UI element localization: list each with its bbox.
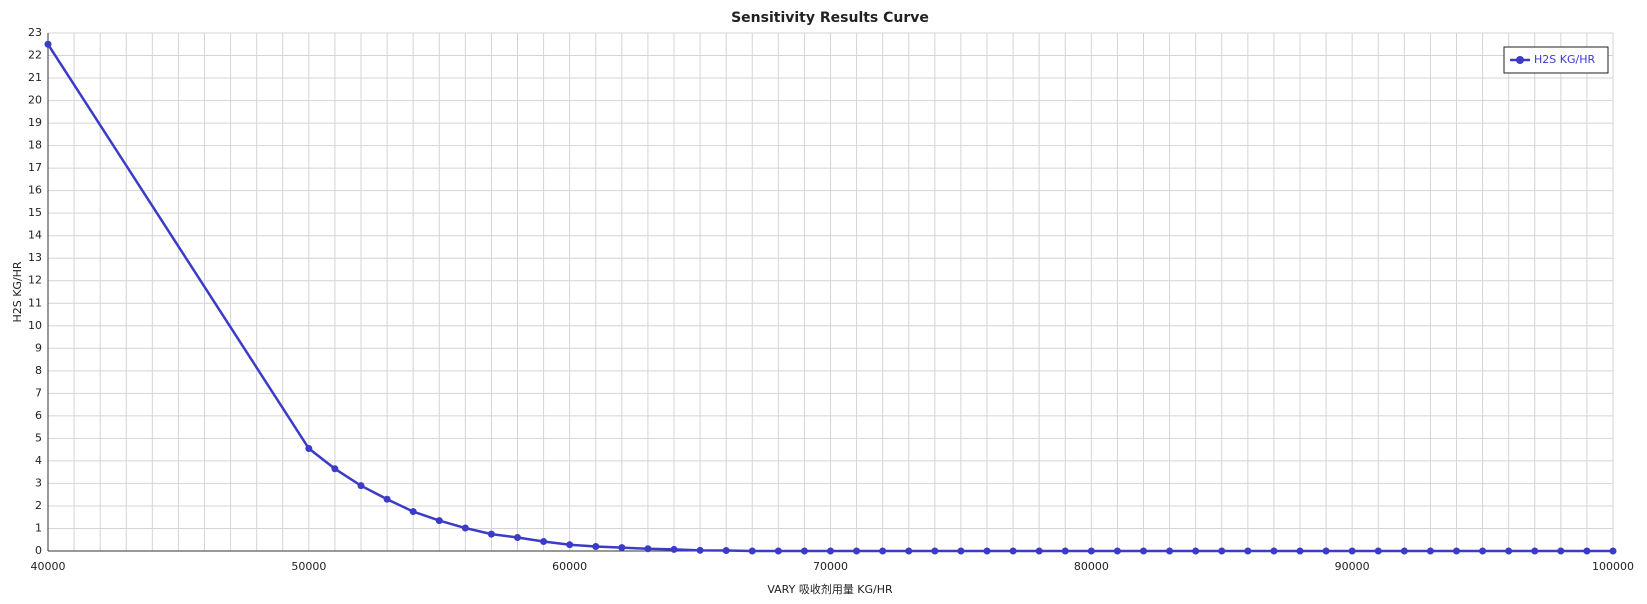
data-point: [487, 530, 495, 538]
data-point: [1583, 547, 1591, 555]
data-point: [1426, 547, 1434, 555]
data-point: [1270, 547, 1278, 555]
data-point: [592, 542, 600, 550]
y-tick-label: 21: [28, 71, 42, 84]
data-point: [800, 547, 808, 555]
y-tick-label: 20: [28, 94, 42, 107]
data-point: [696, 546, 704, 554]
data-point: [1479, 547, 1487, 555]
data-point: [1035, 547, 1043, 555]
x-axis-label: VARY 吸收剂用量 KG/HR: [767, 582, 893, 596]
x-tick-label: 100000: [1592, 560, 1634, 573]
y-tick-label: 19: [28, 116, 42, 129]
legend-box: [1503, 46, 1609, 74]
data-point: [1609, 547, 1617, 555]
y-tick-label: 5: [35, 431, 42, 444]
y-tick-label: 17: [28, 161, 42, 174]
x-tick-label: 40000: [31, 560, 66, 573]
data-point: [827, 547, 834, 555]
data-point: [853, 547, 861, 555]
data-point: [1531, 547, 1539, 555]
x-tick-label: 50000: [291, 560, 326, 573]
legend-label: H2S KG/HR: [1534, 53, 1595, 66]
data-point: [931, 547, 939, 555]
data-point: [1140, 547, 1147, 555]
data-point: [1322, 547, 1330, 555]
data-point: [357, 482, 365, 490]
y-tick-label: 6: [35, 409, 42, 422]
data-point: [722, 547, 730, 555]
data-point: [540, 538, 548, 546]
data-point: [1218, 547, 1226, 555]
x-tick-label: 80000: [1074, 560, 1109, 573]
data-point: [670, 545, 678, 553]
y-tick-label: 4: [35, 454, 42, 467]
y-tick-label: 13: [28, 251, 42, 264]
y-tick-label: 15: [28, 206, 42, 219]
y-tick-label: 22: [28, 49, 42, 62]
data-point: [748, 547, 756, 555]
y-tick-label: 8: [35, 364, 42, 377]
y-tick-label: 0: [35, 544, 42, 557]
data-point: [1061, 547, 1069, 555]
data-point: [618, 544, 626, 552]
data-point: [331, 465, 339, 473]
data-point: [1557, 547, 1565, 555]
data-point: [514, 533, 521, 541]
data-point: [1009, 547, 1017, 555]
y-tick-label: 23: [28, 26, 42, 39]
x-tick-label: 60000: [552, 560, 587, 573]
data-point: [1296, 547, 1304, 555]
data-point: [983, 547, 991, 555]
data-point: [1400, 547, 1408, 555]
data-point: [1087, 547, 1095, 555]
data-point: [957, 547, 965, 555]
data-point: [566, 541, 574, 549]
y-tick-label: 3: [35, 476, 42, 489]
chart-title: Sensitivity Results Curve: [731, 10, 929, 26]
data-point: [774, 547, 782, 555]
data-point: [879, 547, 887, 555]
data-point: [1113, 547, 1121, 555]
data-point: [409, 508, 417, 516]
y-tick-label: 1: [35, 521, 42, 534]
data-point: [905, 547, 913, 555]
x-tick-label: 90000: [1335, 560, 1370, 573]
data-point: [305, 445, 313, 453]
y-tick-label: 18: [28, 139, 42, 152]
data-point: [1192, 547, 1200, 555]
data-point: [644, 545, 652, 553]
data-point: [383, 495, 391, 503]
y-tick-label: 7: [35, 386, 42, 399]
legend-marker: [1516, 56, 1524, 64]
data-point: [1348, 547, 1356, 555]
x-tick-label: 70000: [813, 560, 848, 573]
y-axis-label: H2S KG/HR: [11, 261, 24, 322]
data-point: [461, 524, 469, 532]
y-tick-label: 12: [28, 274, 42, 287]
y-tick-label: 16: [28, 184, 42, 197]
y-tick-label: 14: [28, 229, 42, 242]
y-tick-label: 11: [28, 296, 42, 309]
y-tick-label: 10: [28, 319, 42, 332]
data-point: [1453, 547, 1460, 555]
y-tick-label: 2: [35, 499, 42, 512]
data-point: [1166, 547, 1174, 555]
data-point: [435, 517, 443, 525]
y-tick-label: 9: [35, 341, 42, 354]
data-point: [1374, 547, 1382, 555]
data-point: [44, 40, 52, 48]
data-point: [1505, 547, 1513, 555]
data-line: [46, 43, 1613, 553]
data-point: [1244, 547, 1252, 555]
